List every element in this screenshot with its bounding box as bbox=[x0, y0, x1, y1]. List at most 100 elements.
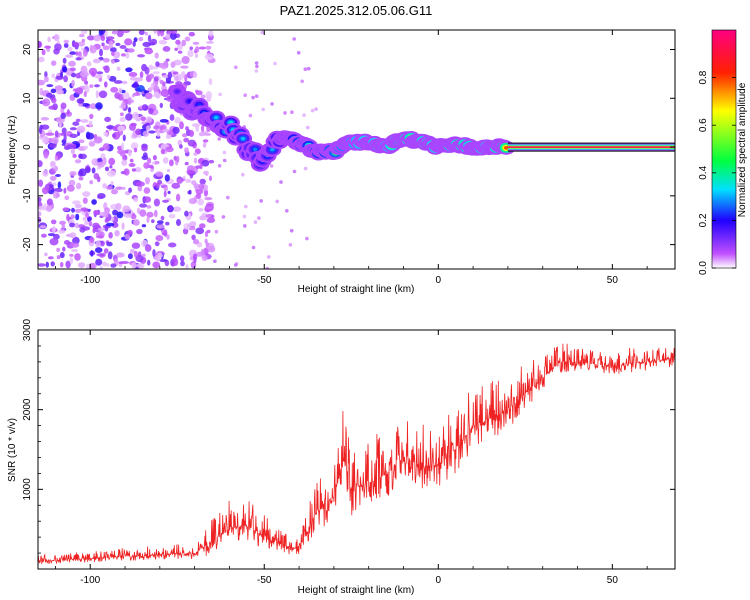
noise-blob bbox=[42, 98, 51, 107]
noise-blob bbox=[306, 125, 310, 130]
noise-blob bbox=[115, 42, 121, 47]
noise-blob bbox=[103, 210, 109, 218]
noise-blob bbox=[51, 225, 56, 233]
noise-blob bbox=[58, 229, 66, 234]
ridge-blob bbox=[270, 147, 275, 152]
y-tick-label: 10 bbox=[22, 92, 33, 104]
noise-blob bbox=[109, 47, 117, 53]
noise-blob bbox=[110, 263, 117, 268]
noise-blob bbox=[72, 153, 77, 158]
noise-blob bbox=[146, 125, 151, 131]
noise-blob bbox=[66, 213, 70, 222]
noise-blob bbox=[69, 257, 74, 265]
noise-blob bbox=[49, 238, 59, 246]
noise-blob bbox=[50, 88, 57, 94]
noise-blob bbox=[105, 185, 113, 190]
noise-blob bbox=[38, 41, 42, 48]
noise-blob bbox=[142, 196, 152, 203]
noise-blob bbox=[63, 39, 70, 44]
noise-blob bbox=[146, 216, 150, 223]
noise-blob bbox=[115, 252, 125, 258]
noise-blob bbox=[55, 193, 60, 198]
colorbar-tick-label: 0.0 bbox=[698, 261, 709, 275]
noise-blob bbox=[62, 57, 67, 64]
noise-blob bbox=[46, 92, 53, 98]
noise-blob bbox=[54, 130, 59, 139]
noise-blob bbox=[199, 178, 206, 185]
noise-blob bbox=[79, 168, 87, 177]
noise-blob bbox=[54, 155, 59, 161]
noise-blob bbox=[72, 41, 79, 48]
noise-blob bbox=[69, 253, 74, 257]
noise-blob bbox=[170, 61, 176, 68]
noise-blob bbox=[122, 134, 126, 142]
noise-blob bbox=[168, 205, 173, 213]
noise-blob bbox=[131, 262, 137, 269]
noise-blob bbox=[117, 125, 125, 132]
noise-blob bbox=[44, 45, 51, 49]
noise-blob bbox=[141, 104, 149, 111]
noise-blob bbox=[159, 30, 165, 37]
noise-blob bbox=[243, 93, 247, 97]
noise-blob bbox=[129, 158, 134, 163]
noise-blob bbox=[167, 71, 172, 80]
noise-blob bbox=[201, 159, 210, 167]
noise-blob bbox=[95, 240, 101, 249]
noise-blob bbox=[107, 251, 113, 260]
noise-blob bbox=[172, 126, 180, 135]
noise-blob bbox=[214, 229, 219, 234]
noise-blob bbox=[78, 176, 84, 181]
ridge-blob bbox=[503, 146, 509, 150]
noise-blob bbox=[195, 227, 205, 235]
noise-blob bbox=[56, 89, 64, 95]
noise-blob bbox=[165, 221, 170, 226]
noise-blob bbox=[40, 117, 50, 121]
noise-blob bbox=[42, 169, 49, 177]
noise-blob bbox=[79, 226, 86, 233]
noise-blob bbox=[46, 84, 54, 88]
noise-blob bbox=[186, 169, 194, 174]
colorbar-tick-label: 0.8 bbox=[698, 70, 709, 84]
noise-blob bbox=[137, 185, 143, 192]
noise-blob bbox=[254, 94, 259, 98]
noise-blob bbox=[61, 223, 65, 229]
noise-blob bbox=[70, 214, 75, 219]
noise-blob bbox=[175, 193, 181, 202]
noise-blob bbox=[41, 233, 47, 238]
noise-blob bbox=[119, 151, 126, 157]
noise-blob bbox=[130, 142, 139, 150]
noise-blob bbox=[41, 136, 49, 144]
noise-blob bbox=[184, 161, 189, 166]
noise-blob bbox=[189, 130, 194, 137]
noise-blob bbox=[129, 248, 135, 254]
noise-blob bbox=[99, 48, 103, 57]
noise-blob bbox=[199, 223, 206, 229]
noise-blob bbox=[63, 43, 69, 48]
noise-blob bbox=[95, 235, 105, 239]
noise-blob bbox=[46, 198, 53, 206]
snr-plot-area bbox=[38, 330, 675, 569]
noise-blob bbox=[125, 52, 130, 59]
noise-blob bbox=[176, 219, 181, 226]
noise-blob bbox=[127, 229, 133, 236]
noise-blob bbox=[40, 124, 50, 130]
noise-blob bbox=[155, 171, 163, 177]
noise-blob bbox=[55, 174, 61, 177]
noise-blob bbox=[80, 207, 89, 212]
noise-blob bbox=[310, 108, 315, 113]
noise-blob bbox=[99, 240, 105, 247]
y-tick-label: 1000 bbox=[22, 478, 33, 501]
noise-blob bbox=[63, 134, 67, 142]
noise-blob bbox=[45, 261, 49, 268]
noise-blob bbox=[44, 71, 48, 78]
noise-blob bbox=[89, 113, 94, 119]
noise-blob bbox=[201, 124, 205, 133]
noise-blob bbox=[111, 189, 118, 195]
noise-blob bbox=[38, 179, 43, 187]
noise-blob bbox=[136, 263, 145, 268]
noise-blob bbox=[153, 85, 160, 92]
noise-blob bbox=[184, 147, 189, 154]
noise-blob bbox=[104, 225, 109, 232]
ridge-blob bbox=[187, 99, 192, 103]
snr-y-label: SNR (10 * v/v) bbox=[7, 418, 18, 482]
